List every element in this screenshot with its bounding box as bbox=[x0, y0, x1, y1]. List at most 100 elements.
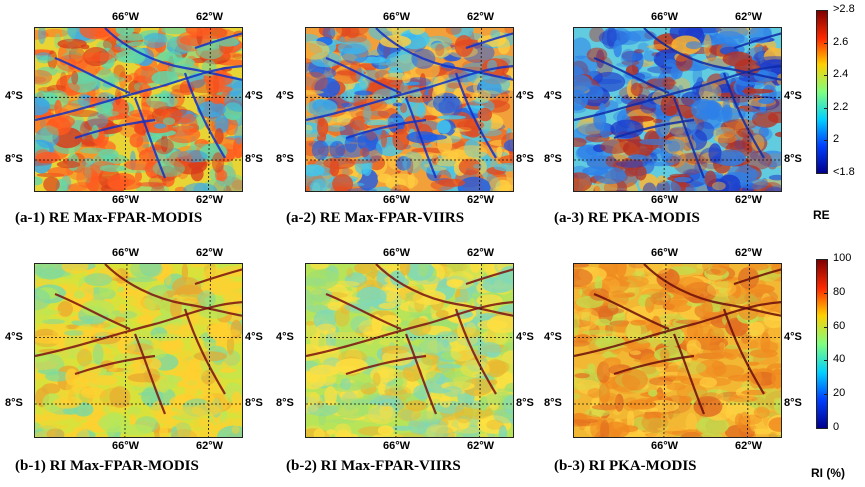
river-line bbox=[345, 354, 427, 376]
left-lat-8s: 8°S bbox=[5, 397, 23, 409]
colorbar-tick-mark bbox=[824, 327, 828, 328]
bottom-lon-62w: 62°W bbox=[735, 440, 763, 452]
map-raster bbox=[574, 28, 781, 191]
river-line bbox=[722, 72, 765, 159]
left-lat-8s: 8°S bbox=[544, 153, 562, 165]
river-line bbox=[613, 118, 695, 140]
colorbar-tick-mark bbox=[824, 394, 828, 395]
river-line bbox=[733, 32, 781, 50]
river-line bbox=[183, 308, 226, 395]
river-line bbox=[306, 65, 513, 122]
river-line bbox=[104, 28, 242, 81]
colorbar-tick-mark bbox=[824, 428, 828, 429]
panel-caption: (b-1) RI Max-FPAR-MODIS bbox=[15, 458, 199, 474]
map-image bbox=[305, 263, 514, 438]
colorbar-tick-label: 0 bbox=[833, 421, 840, 433]
graticule-line bbox=[208, 28, 211, 191]
top-lon-66w: 66°W bbox=[112, 11, 140, 23]
river-line bbox=[35, 65, 242, 122]
graticule-line bbox=[663, 28, 667, 191]
map-image bbox=[34, 263, 243, 438]
map-raster bbox=[35, 264, 242, 437]
graticule-line bbox=[208, 264, 211, 437]
left-lat-8s: 8°S bbox=[276, 153, 294, 165]
colorbar-tick-label: 20 bbox=[833, 387, 846, 399]
panel-caption: (b-2) RI Max-FPAR-VIIRS bbox=[286, 458, 461, 474]
colorbar-tick-mark bbox=[824, 10, 828, 11]
top-lon-66w: 66°W bbox=[383, 11, 411, 23]
river-line bbox=[325, 56, 402, 95]
right-lat-4s: 4°S bbox=[784, 331, 802, 343]
map-image bbox=[573, 27, 782, 192]
top-lon-62w: 62°W bbox=[196, 247, 224, 259]
river-line bbox=[375, 28, 513, 81]
colorbar-tick-mark bbox=[824, 173, 828, 174]
river-line bbox=[404, 97, 438, 179]
top-lon-62w: 62°W bbox=[196, 11, 224, 23]
river-line bbox=[133, 333, 167, 415]
colorbar-tick-mark bbox=[824, 75, 828, 76]
bottom-lon-66w: 66°W bbox=[651, 440, 679, 452]
colorbar-tick-label: <1.8 bbox=[833, 166, 855, 178]
top-lon-62w: 62°W bbox=[735, 247, 763, 259]
right-lat-4s: 4°S bbox=[784, 90, 802, 102]
colorbar-tick-label: >2.8 bbox=[833, 3, 855, 15]
top-lon-66w: 66°W bbox=[651, 247, 679, 259]
river-line bbox=[574, 65, 781, 122]
river-line bbox=[672, 97, 706, 179]
colorbar-tick-label: 2 bbox=[833, 133, 840, 145]
river-line bbox=[74, 354, 156, 376]
graticule-line bbox=[479, 28, 482, 191]
colorbar-tick-mark bbox=[824, 259, 828, 260]
top-lon-66w: 66°W bbox=[383, 247, 411, 259]
right-lat-4s: 4°S bbox=[245, 90, 263, 102]
bottom-lon-66w: 66°W bbox=[651, 194, 679, 206]
bottom-lon-62w: 62°W bbox=[196, 194, 224, 206]
ri-colorbar-title: RI (%) bbox=[811, 466, 845, 480]
left-lat-4s: 4°S bbox=[5, 331, 23, 343]
map-raster bbox=[35, 28, 242, 191]
colorbar-tick-label: 2.2 bbox=[833, 101, 849, 113]
river-line bbox=[183, 72, 226, 159]
right-lat-8s: 8°S bbox=[245, 153, 263, 165]
river-line bbox=[613, 354, 695, 376]
river-line bbox=[74, 118, 156, 140]
river-line bbox=[194, 32, 242, 50]
left-lat-4s: 4°S bbox=[5, 90, 23, 102]
bottom-lon-62w: 62°W bbox=[467, 440, 495, 452]
bottom-lon-62w: 62°W bbox=[735, 194, 763, 206]
right-lat-4s: 4°S bbox=[516, 331, 534, 343]
river-line bbox=[672, 333, 706, 415]
river-line bbox=[375, 264, 513, 317]
left-lat-8s: 8°S bbox=[5, 153, 23, 165]
map-raster bbox=[306, 264, 513, 437]
bottom-lon-62w: 62°W bbox=[467, 194, 495, 206]
panel-caption: (b-3) RI PKA-MODIS bbox=[554, 458, 697, 474]
graticule-line bbox=[747, 264, 750, 437]
colorbar-tick-label: 100 bbox=[833, 252, 852, 264]
bottom-lon-66w: 66°W bbox=[112, 440, 140, 452]
river-line bbox=[643, 264, 781, 317]
bottom-lon-62w: 62°W bbox=[196, 440, 224, 452]
left-lat-4s: 4°S bbox=[544, 90, 562, 102]
top-lon-62w: 62°W bbox=[467, 247, 495, 259]
colorbar-tick-label: 40 bbox=[833, 353, 846, 365]
river-line bbox=[35, 301, 242, 358]
panel-caption: (a-3) RE PKA-MODIS bbox=[554, 210, 700, 226]
ri-colorbar bbox=[816, 259, 828, 429]
panel-caption: (a-1) RE Max-FPAR-MODIS bbox=[15, 210, 203, 226]
river-line bbox=[54, 292, 131, 331]
left-lat-4s: 4°S bbox=[276, 331, 294, 343]
colorbar-tick-mark bbox=[824, 108, 828, 109]
river-line bbox=[733, 268, 781, 286]
right-lat-8s: 8°S bbox=[516, 397, 534, 409]
top-lon-62w: 62°W bbox=[467, 11, 495, 23]
graticule-line bbox=[479, 264, 482, 437]
map-raster bbox=[306, 28, 513, 191]
colorbar-tick-label: 60 bbox=[833, 320, 846, 332]
river-line bbox=[593, 292, 670, 331]
left-lat-8s: 8°S bbox=[544, 397, 562, 409]
left-lat-8s: 8°S bbox=[276, 397, 294, 409]
river-line bbox=[133, 97, 167, 179]
colorbar-tick-mark bbox=[824, 140, 828, 141]
